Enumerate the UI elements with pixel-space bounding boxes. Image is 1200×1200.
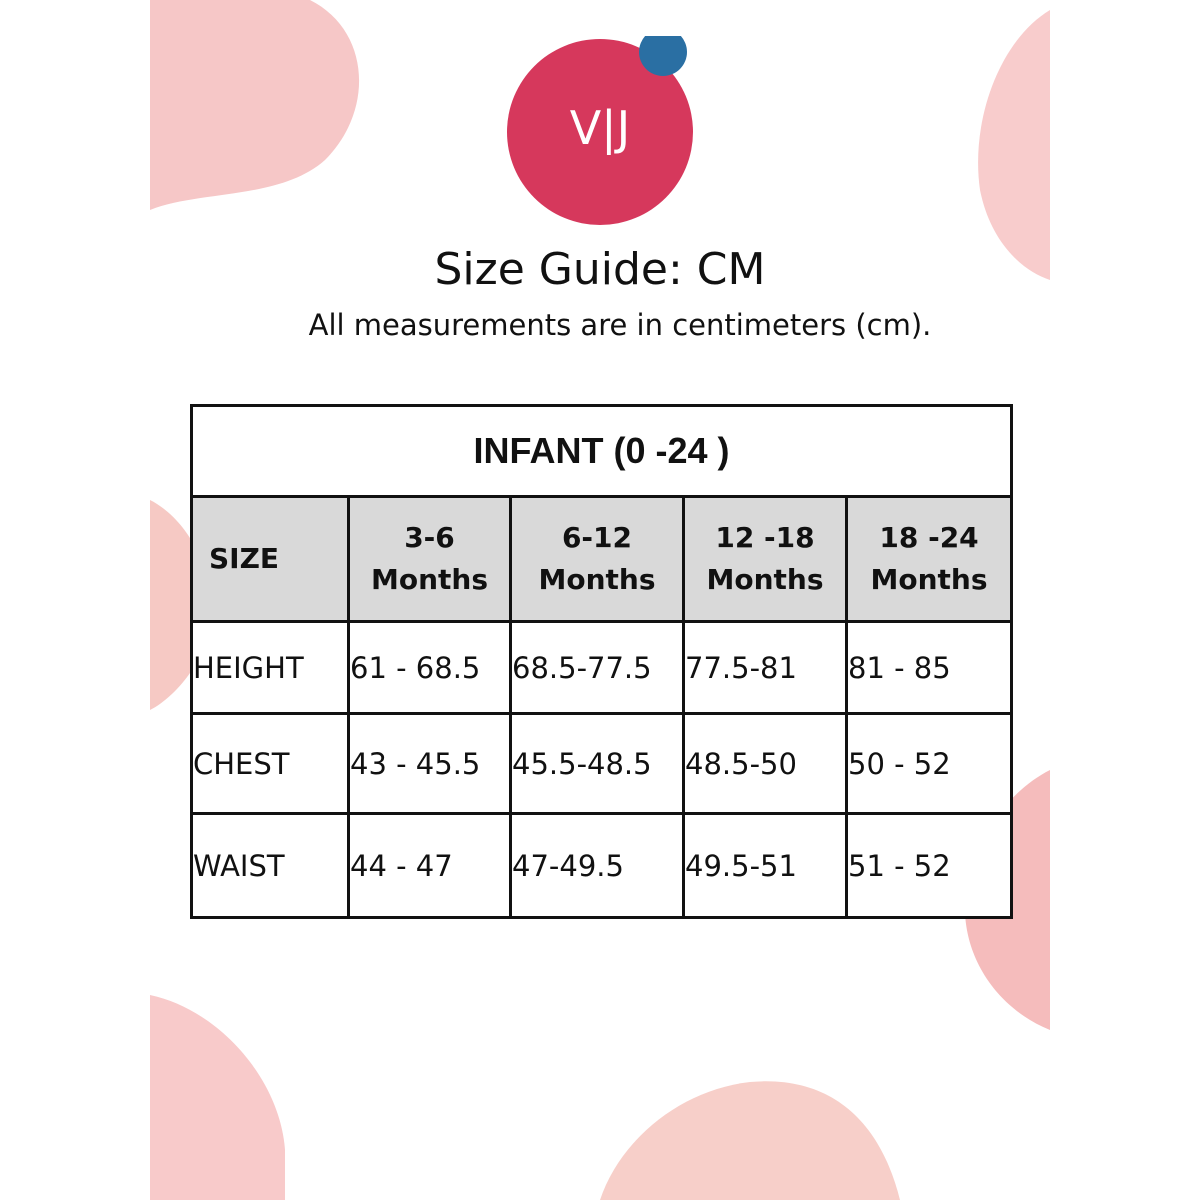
table-cell: 68.5-77.5 <box>509 620 685 715</box>
column-header-label: SIZE <box>209 542 280 575</box>
column-header-label: 3-6 <box>404 521 455 554</box>
column-header-unit: Months <box>870 563 988 596</box>
table-cell: 77.5-81 <box>682 620 848 715</box>
table-cell: 45.5-48.5 <box>509 712 685 815</box>
blob-top-left <box>150 0 360 210</box>
table-cell: 49.5-51 <box>682 812 848 919</box>
column-header-unit: Months <box>538 563 656 596</box>
page-title: Size Guide: CM <box>434 244 766 295</box>
table-row-waist: WAIST 44 - 47 47-49.5 49.5-51 51 - 52 <box>190 812 1014 919</box>
blob-top-right <box>978 10 1050 280</box>
size-guide-panel: V|J Size Guide: CM All measurements are … <box>150 0 1050 1200</box>
brand-logo: V|J <box>506 28 696 226</box>
table-cell: 50 - 52 <box>844 712 1014 815</box>
table-cell: 48.5-50 <box>682 712 848 815</box>
row-label: HEIGHT <box>190 620 350 715</box>
table-row-height: HEIGHT 61 - 68.5 68.5-77.5 77.5-81 81 - … <box>190 620 1014 715</box>
logo-dot <box>639 28 687 76</box>
column-header-label: 6-12 <box>561 521 633 554</box>
blob-bottom-center <box>600 1081 900 1200</box>
logo-circle <box>507 39 693 225</box>
table-cell: 51 - 52 <box>844 812 1014 919</box>
table-cell: 81 - 85 <box>844 620 1014 715</box>
row-label: CHEST <box>190 712 350 815</box>
column-header-3-6: 3-6 Months <box>347 495 512 623</box>
column-header-unit: Months <box>706 563 824 596</box>
row-label: WAIST <box>190 812 350 919</box>
size-table: INFANT (0 -24 ) SIZE 3-6 Months 6-12 Month… <box>189 404 1014 919</box>
logo-text: V|J <box>570 101 631 156</box>
column-header-18-24: 18 -24 Months <box>844 495 1014 623</box>
page-subtitle: All measurements are in centimeters (cm)… <box>308 308 932 342</box>
header-row: SIZE 3-6 Months 6-12 Months 12 -18 Months 1… <box>190 495 1014 623</box>
blob-bottom-left <box>150 995 285 1200</box>
column-header-12-18: 12 -18 Months <box>682 495 848 623</box>
column-header-label: 18 -24 <box>879 521 979 554</box>
column-header-size: SIZE <box>190 495 350 623</box>
table-cell: 44 - 47 <box>347 812 512 919</box>
caption-row: INFANT (0 -24 ) <box>189 404 1014 498</box>
table-cell: 47-49.5 <box>509 812 685 919</box>
column-header-unit: Months <box>370 563 489 596</box>
table-row-chest: CHEST 43 - 45.5 45.5-48.5 48.5-50 50 - 5… <box>190 712 1014 815</box>
column-header-6-12: 6-12 Months <box>509 495 685 623</box>
table-caption: INFANT (0 -24 ) <box>189 404 1014 498</box>
table-cell: 43 - 45.5 <box>347 712 512 815</box>
column-header-label: 12 -18 <box>715 521 815 554</box>
table-cell: 61 - 68.5 <box>347 620 512 715</box>
